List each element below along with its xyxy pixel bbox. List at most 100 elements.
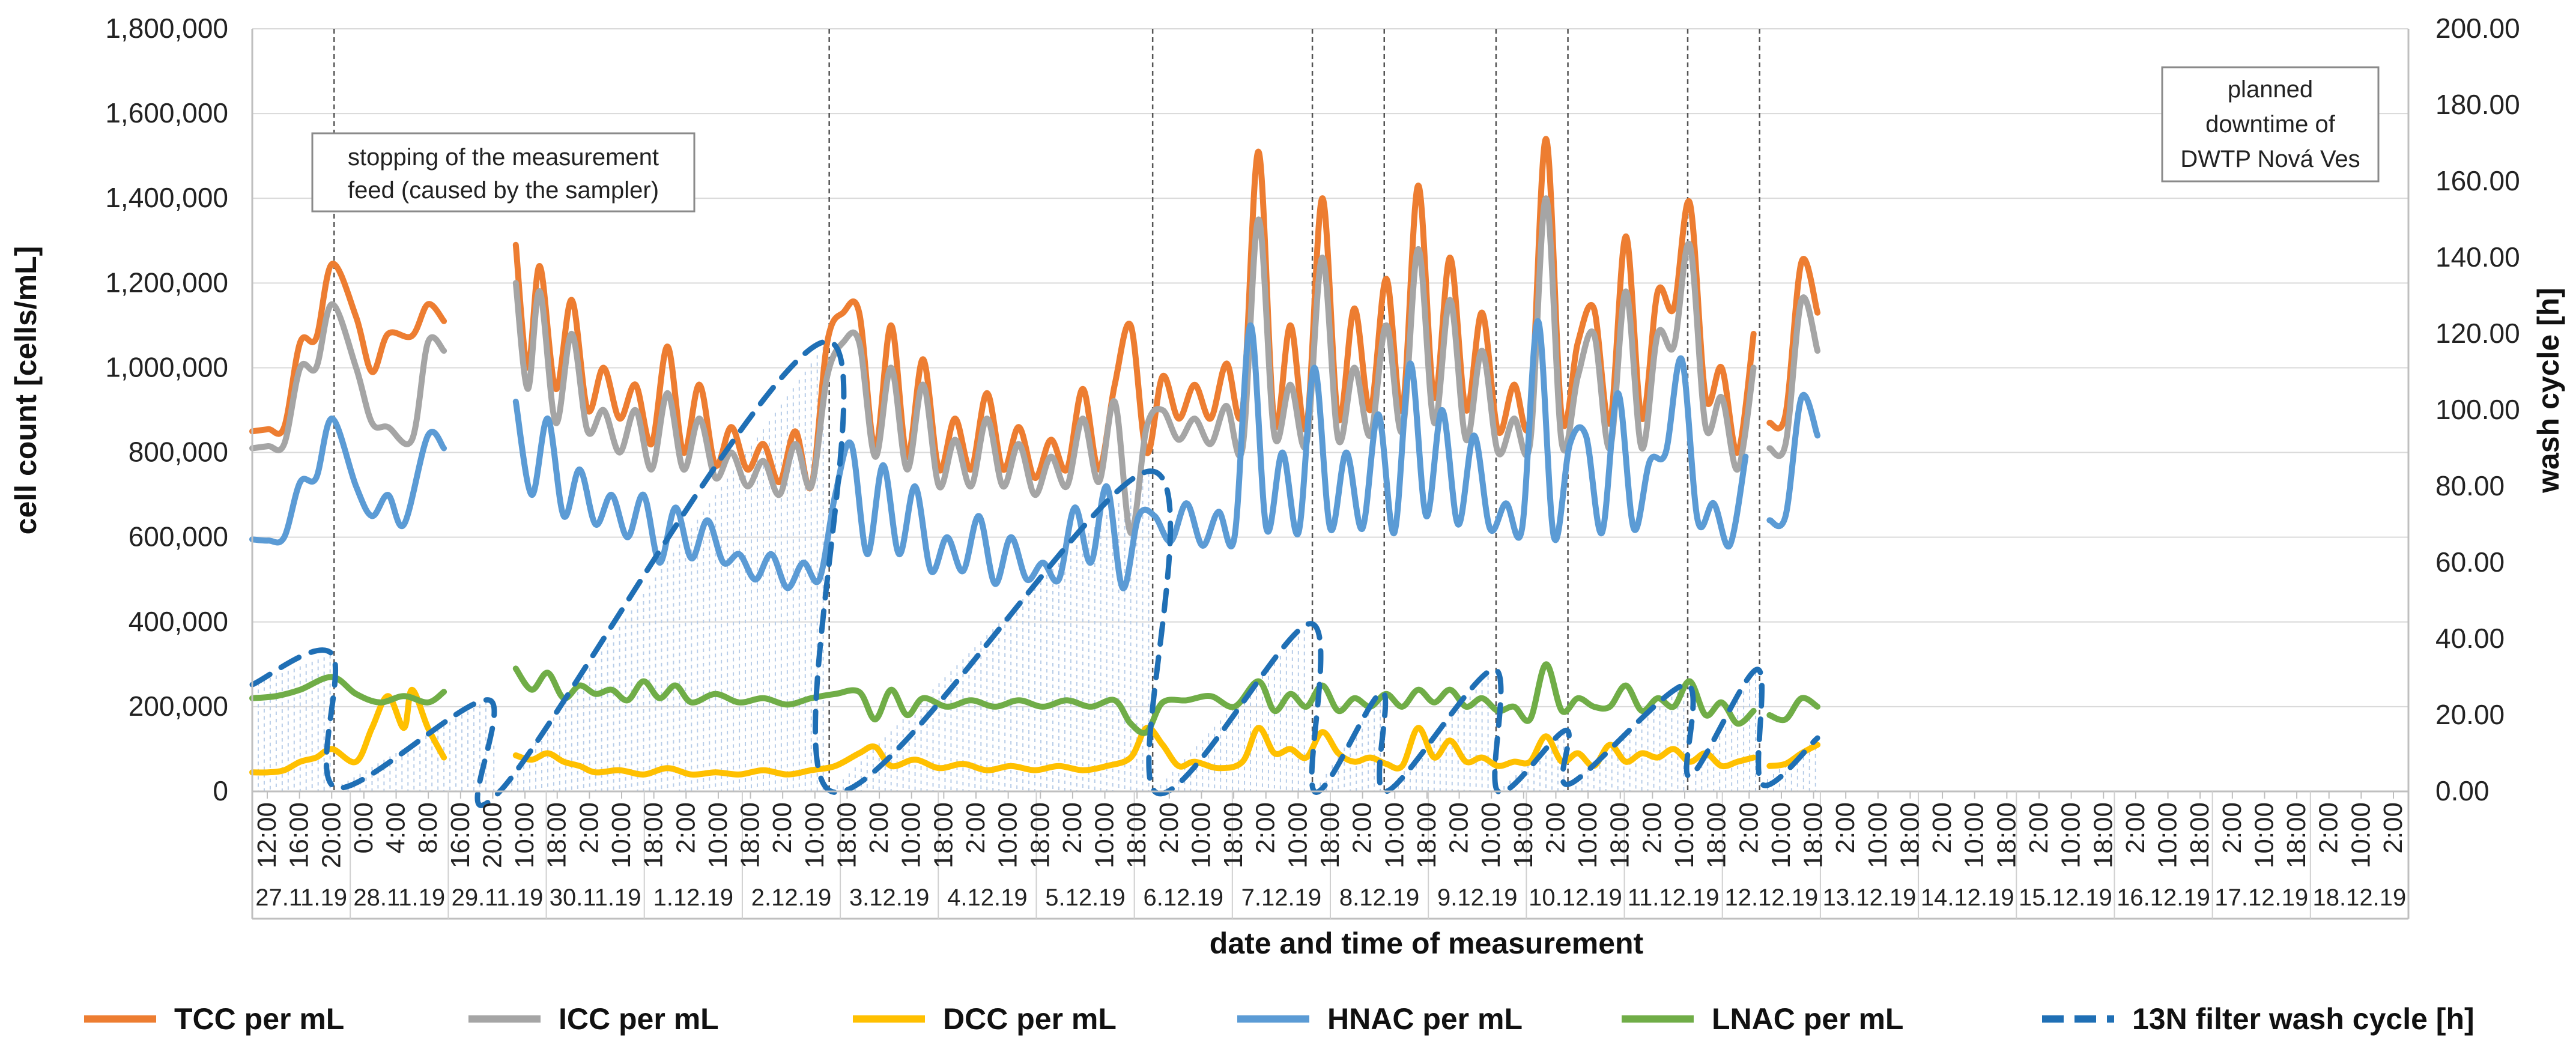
y-tick-label-right: 40.00 xyxy=(2435,623,2505,654)
series-line-lnac-per-ml xyxy=(1769,698,1817,720)
y-tick-label-left: 1,000,000 xyxy=(105,351,228,382)
x-date-label: 1.12.19 xyxy=(653,884,733,911)
y-tick-label-left: 1,800,000 xyxy=(105,13,228,44)
y-tick-label-right: 140.00 xyxy=(2435,241,2520,273)
x-time-tick-label: 2:00 xyxy=(2378,802,2408,854)
x-time-tick-label: 18:00 xyxy=(2185,802,2214,868)
x-time-tick-label: 2:00 xyxy=(1541,802,1571,854)
x-date-label: 15.12.19 xyxy=(2019,884,2112,911)
legend-label: LNAC per mL xyxy=(1712,1002,1903,1036)
x-date-label: 13.12.19 xyxy=(1823,884,1917,911)
y-tick-label-left: 1,400,000 xyxy=(105,182,228,213)
x-time-tick-label: 2:00 xyxy=(1154,802,1184,854)
x-time-tick-label: 18:00 xyxy=(1896,802,1925,868)
x-date-label: 29.11.19 xyxy=(452,884,544,911)
x-time-tick-label: 18:00 xyxy=(1122,802,1151,868)
y-tick-label-right: 0.00 xyxy=(2435,775,2490,806)
x-time-tick-label: 10:00 xyxy=(800,802,829,868)
legend-label: TCC per mL xyxy=(174,1002,344,1036)
annotation-stopping: stopping of the measurement feed (caused… xyxy=(312,133,694,211)
y-tick-label-left: 1,600,000 xyxy=(105,97,228,128)
x-date-label: 10.12.19 xyxy=(1529,884,1622,911)
y-tick-label-right: 120.00 xyxy=(2435,318,2520,349)
y-tick-label-right: 160.00 xyxy=(2435,165,2520,196)
x-date-label: 2.12.19 xyxy=(751,884,831,911)
x-time-tick-label: 10:00 xyxy=(703,802,733,868)
x-time-tick-label: 10:00 xyxy=(1573,802,1602,868)
x-time-tick-label: 10:00 xyxy=(510,802,539,868)
y-tick-label-right: 200.00 xyxy=(2435,13,2520,44)
legend-label: HNAC per mL xyxy=(1327,1002,1523,1036)
x-time-tick-label: 10:00 xyxy=(2346,802,2375,868)
x-time-tick-label: 10:00 xyxy=(1187,802,1216,868)
y-tick-label-right: 20.00 xyxy=(2435,699,2505,730)
x-time-tick-label: 20:00 xyxy=(317,802,346,868)
x-date-label: 14.12.19 xyxy=(1921,884,2014,911)
x-time-tick-label: 2:00 xyxy=(768,802,797,854)
series-line-hnac-per-ml xyxy=(1769,395,1817,527)
x-time-tick-label: 18:00 xyxy=(736,802,765,868)
x-time-tick-label: 10:00 xyxy=(897,802,926,868)
x-time-tick-label: 18:00 xyxy=(1702,802,1732,868)
x-time-tick-label: 2:00 xyxy=(864,802,894,854)
x-time-tick-label: 18:00 xyxy=(1509,802,1538,868)
x-date-label: 16.12.19 xyxy=(2117,884,2210,911)
x-date-label: 4.12.19 xyxy=(947,884,1027,911)
x-date-label: 3.12.19 xyxy=(849,884,929,911)
annotation-stopping-line2: feed (caused by the sampler) xyxy=(348,177,659,204)
y-tick-label-left: 0 xyxy=(213,775,228,806)
x-time-tick-label: 2:00 xyxy=(1734,802,1763,854)
x-time-tick-label: 18:00 xyxy=(2282,802,2311,868)
x-date-label: 27.11.19 xyxy=(255,884,347,911)
y-tick-label-left: 400,000 xyxy=(129,606,228,637)
x-date-label: 9.12.19 xyxy=(1437,884,1517,911)
x-time-tick-label: 4:00 xyxy=(381,802,411,854)
x-date-label: 8.12.19 xyxy=(1339,884,1419,911)
x-date-label: 5.12.19 xyxy=(1045,884,1125,911)
x-time-tick-label: 16:00 xyxy=(285,802,314,868)
x-date-label: 11.12.19 xyxy=(1628,884,1720,911)
x-time-tick-label: 18:00 xyxy=(1799,802,1828,868)
x-date-label: 12.12.19 xyxy=(1724,884,1818,911)
legend-label: DCC per mL xyxy=(943,1002,1117,1036)
x-date-label: 30.11.19 xyxy=(550,884,641,911)
x-time-tick-label: 18:00 xyxy=(1219,802,1248,868)
x-time-tick-label: 18:00 xyxy=(929,802,958,868)
x-time-tick-label: 18:00 xyxy=(2088,802,2118,868)
annotation-planned-line3: DWTP Nová Ves xyxy=(2180,146,2360,172)
x-time-tick-label: 8:00 xyxy=(413,802,443,854)
x-time-tick-label: 10:00 xyxy=(993,802,1023,868)
x-time-tick-label: 2:00 xyxy=(1927,802,1957,854)
x-time-tick-label: 10:00 xyxy=(1670,802,1699,868)
y-ticks-left: 0200,000400,000600,000800,0001,000,0001,… xyxy=(105,13,228,806)
x-time-tick-label: 20:00 xyxy=(478,802,508,868)
y-tick-label-left: 1,200,000 xyxy=(105,267,228,298)
x-time-tick-label: 0:00 xyxy=(349,802,378,854)
annotation-planned-line2: downtime of xyxy=(2205,111,2336,138)
y-tick-label-left: 600,000 xyxy=(129,521,228,552)
x-time-tick-label: 10:00 xyxy=(1766,802,1796,868)
x-time-tick-label: 10:00 xyxy=(1960,802,1989,868)
x-date-label: 17.12.19 xyxy=(2214,884,2308,911)
x-time-tick-label: 2:00 xyxy=(1637,802,1667,854)
x-time-tick-label: 2:00 xyxy=(2314,802,2344,854)
y-ticks-right: 0.0020.0040.0060.0080.00100.00120.00140.… xyxy=(2435,13,2520,806)
x-time-tick-label: 2:00 xyxy=(1251,802,1280,854)
y-tick-label-left: 800,000 xyxy=(129,437,228,468)
legend-label: 13N filter wash cycle [h] xyxy=(2132,1002,2474,1036)
x-time-tick-label: 2:00 xyxy=(2121,802,2150,854)
x-time-tick-label: 2:00 xyxy=(574,802,604,854)
x-time-tick-label: 18:00 xyxy=(1605,802,1635,868)
x-time-tick-label: 10:00 xyxy=(1476,802,1506,868)
x-date-label: 7.12.19 xyxy=(1241,884,1321,911)
x-date-label: 28.11.19 xyxy=(353,884,445,911)
x-time-tick-label: 18:00 xyxy=(832,802,862,868)
x-time-tick-label: 18:00 xyxy=(542,802,572,868)
x-time-tick-label: 18:00 xyxy=(1992,802,2021,868)
x-time-tick-label: 2:00 xyxy=(1348,802,1377,854)
x-time-tick-label: 2:00 xyxy=(2217,802,2247,854)
series-line-hnac-per-ml xyxy=(516,321,1746,588)
y-axis-title-right: wash cycle [h] xyxy=(2532,288,2565,494)
